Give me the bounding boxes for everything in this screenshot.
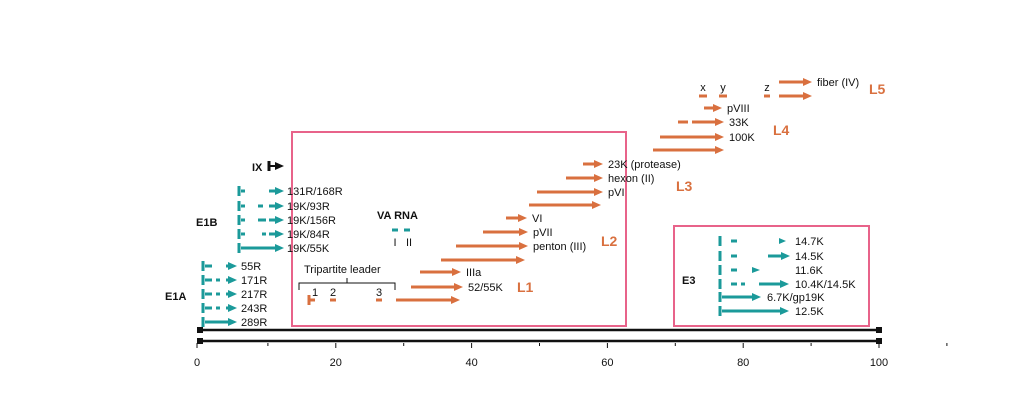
fiber-arrow: [779, 78, 812, 86]
l2-product-arrow: [456, 242, 528, 250]
ix-arrow: [270, 162, 284, 170]
e3-product-label: 14.7K: [795, 236, 824, 248]
l2-region-label: L2: [601, 233, 618, 249]
l5-transcript-arrow: [779, 92, 812, 100]
e1b-transcript-label: 131R/168R: [287, 186, 343, 198]
l1-product-arrow: [420, 268, 461, 276]
l2-product-arrow: [506, 214, 527, 222]
l1-product-label: IIIa: [466, 267, 482, 279]
axis-tick-label: 20: [330, 357, 342, 369]
l3-product-arrow: [566, 174, 603, 182]
e3-transcript-arrow: [722, 293, 761, 301]
e1a-transcript-arrow: [226, 276, 237, 284]
axis-tick-label: 0: [194, 357, 200, 369]
l5-exon-label-x: x: [700, 82, 706, 94]
e3-arrowhead: [752, 267, 760, 273]
e1a-transcript-arrow: [226, 290, 237, 298]
l3-product-label: pVI: [608, 187, 625, 199]
l2-product-arrow: [483, 228, 528, 236]
l5-exon-label-z: z: [764, 82, 770, 94]
va-rna-gene-label: II: [406, 237, 412, 249]
e3-product-label: 11.6K: [795, 265, 824, 277]
e3-product-label: 12.5K: [795, 306, 824, 318]
l4-product-label: 100K: [729, 132, 755, 144]
tripartite-exon-label: 1: [312, 287, 318, 299]
e1a-transcript-label: 289R: [241, 317, 267, 329]
l3-product-label: 23K (protease): [608, 159, 681, 171]
e1a-transcript-label: 243R: [241, 303, 267, 315]
l3-product-label: hexon (II): [608, 173, 654, 185]
e3-transcript-arrow: [759, 280, 789, 288]
e1b-transcript-label: 19K/84R: [287, 229, 330, 241]
l3-region-label: L3: [676, 178, 693, 194]
e1a-transcript-label: 55R: [241, 261, 261, 273]
e1a-transcript-arrow: [205, 318, 237, 326]
axis-tick-label: 40: [465, 357, 477, 369]
l5-region-label: L5: [869, 81, 886, 97]
l1-extended-arrow: [441, 256, 525, 264]
l1-product-label: 52/55K: [468, 282, 504, 294]
l5-exon-label-y: y: [720, 82, 726, 94]
l2-product-label: VI: [532, 213, 542, 225]
ix-label: IX: [252, 162, 263, 174]
genome-end-cap: [876, 327, 882, 333]
e3-product-label: 14.5K: [795, 251, 824, 263]
tripartite-label: Tripartite leader: [304, 264, 381, 276]
axis-tick-label: 60: [601, 357, 613, 369]
tripartite-exon-label: 2: [330, 287, 336, 299]
genome-end-cap: [876, 338, 882, 344]
fiber-label: fiber (IV): [817, 77, 859, 89]
e1b-transcript-arrow: [269, 216, 284, 224]
e1b-transcript-arrow: [269, 187, 284, 195]
e3-region-box: [673, 225, 870, 327]
genome-end-cap: [197, 338, 203, 344]
va-rna-label: VA RNA: [377, 210, 418, 222]
e3-transcript-arrow: [722, 307, 789, 315]
l1-product-arrow: [411, 283, 463, 291]
l3-product-arrow: [583, 160, 603, 168]
major-late-transcript-arrow: [396, 296, 460, 304]
e3-transcript-arrow: [768, 252, 790, 260]
l4-extended-arrow: [653, 146, 724, 154]
tripartite-exon-label: 3: [376, 287, 382, 299]
genome-end-cap: [197, 327, 203, 333]
e3-label: E3: [682, 275, 695, 287]
l4-region-label: L4: [773, 122, 790, 138]
late-region-box: [291, 131, 627, 327]
e1b-transcript-label: 19K/156R: [287, 215, 336, 227]
e3-arrowhead: [779, 238, 786, 244]
e1b-transcript-label: 19K/55K: [287, 243, 330, 255]
e1b-transcript-arrow: [241, 244, 284, 252]
l3-product-arrow: [537, 188, 603, 196]
l4-product-arrow: [704, 104, 722, 112]
e1a-transcript-label: 171R: [241, 275, 267, 287]
e1b-label: E1B: [196, 217, 217, 229]
l2-product-label: penton (III): [533, 241, 586, 253]
e1a-label: E1A: [165, 291, 186, 303]
l3-extended-arrow: [529, 201, 601, 209]
axis-tick-label: 80: [737, 357, 749, 369]
l4-product-arrow: [692, 118, 724, 126]
e1b-transcript-arrow: [269, 202, 284, 210]
l4-product-label: pVIII: [727, 103, 750, 115]
e1a-transcript-arrow: [226, 304, 237, 312]
l1-region-label: L1: [517, 279, 534, 295]
e1b-transcript-label: 19K/93R: [287, 201, 330, 213]
e1a-transcript-arrow: [226, 262, 237, 270]
l4-product-label: 33K: [729, 117, 749, 129]
l4-product-arrow: [660, 133, 724, 141]
va-rna-gene-label: I: [393, 237, 396, 249]
e1a-transcript-label: 217R: [241, 289, 267, 301]
axis-tick-label: 100: [870, 357, 888, 369]
e3-product-label: 6.7K/gp19K: [767, 292, 825, 304]
e1b-transcript-arrow: [269, 230, 284, 238]
l2-product-label: pVII: [533, 227, 553, 239]
e3-product-label: 10.4K/14.5K: [795, 279, 856, 291]
